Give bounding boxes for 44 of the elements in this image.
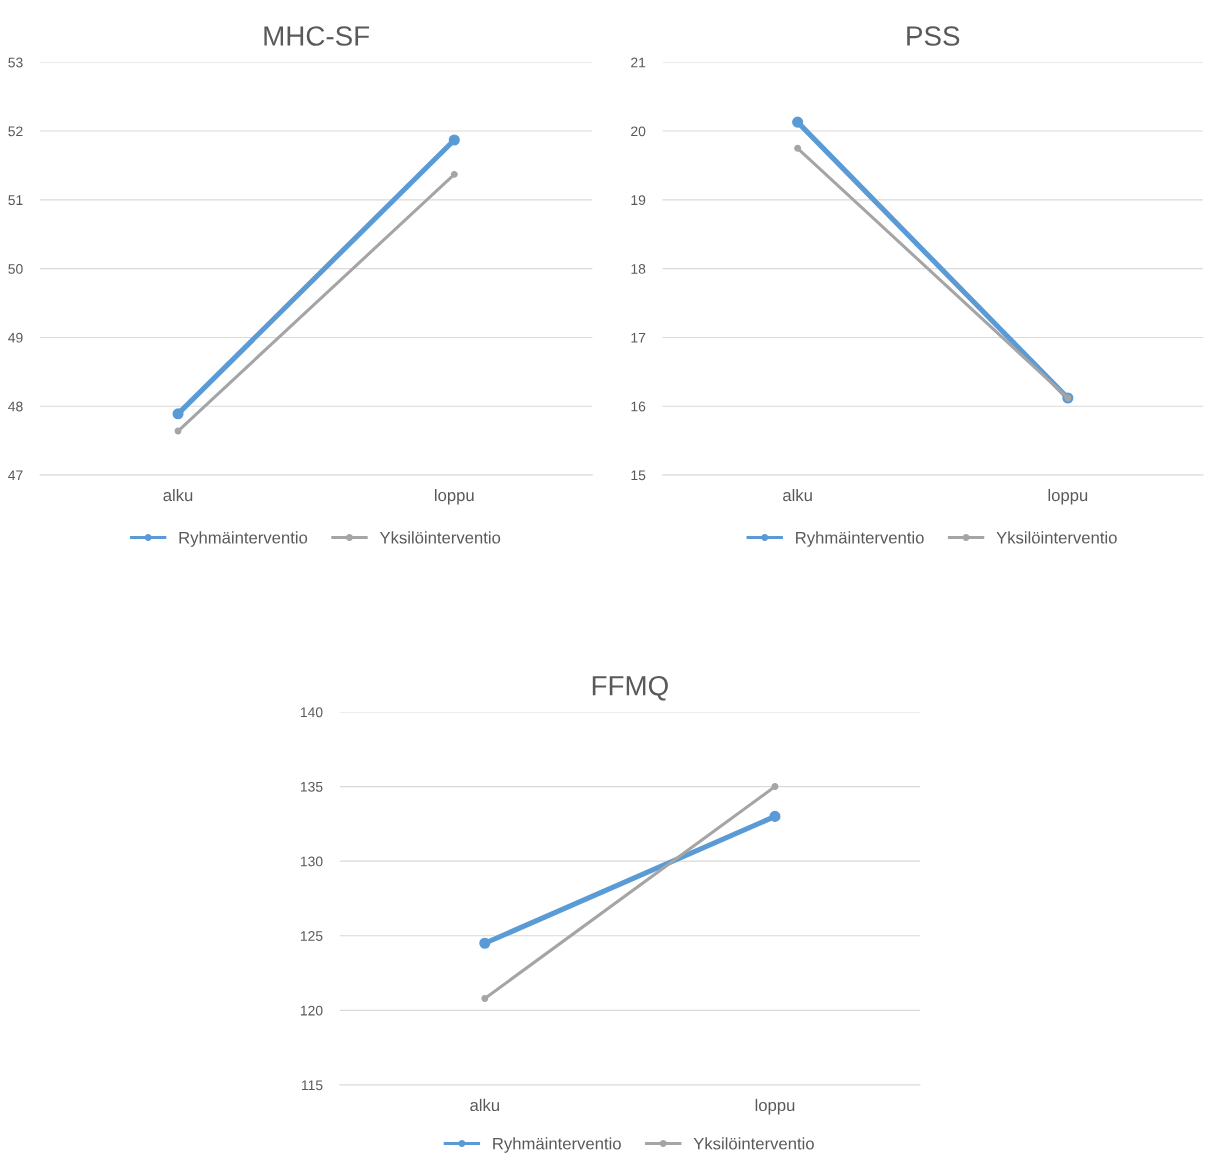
legend-label: Yksilöinterventio	[693, 1137, 814, 1150]
y-tick-label: 140	[300, 707, 323, 718]
chart-title: PSS	[907, 26, 960, 46]
point	[794, 144, 802, 152]
y-tick-label: 47	[8, 470, 23, 481]
point	[771, 783, 779, 791]
point	[450, 170, 458, 178]
x-tick-label: loppu	[755, 1098, 795, 1115]
y-tick-label: 20	[631, 126, 646, 137]
y-tick-label: 19	[631, 195, 646, 206]
x-tick-label: alku	[163, 488, 193, 502]
y-tick-label: 49	[8, 332, 23, 343]
point	[479, 937, 491, 949]
legend-label: Ryhmäinterventio	[179, 531, 308, 547]
point	[481, 994, 489, 1002]
point	[769, 810, 781, 822]
legend-label: Yksilöinterventio	[996, 531, 1117, 544]
y-tick-label: 16	[631, 401, 646, 412]
point	[172, 408, 184, 420]
y-tick-label: 125	[300, 931, 323, 941]
y-tick-label: 51	[8, 195, 23, 206]
y-tick-label: 115	[301, 1080, 323, 1091]
y-tick-label: 135	[300, 781, 323, 792]
y-tick-label: 120	[300, 1005, 323, 1016]
y-tick-label: 15	[631, 470, 646, 481]
chart-title: MHC-SF	[264, 26, 370, 46]
x-tick-label: alku	[783, 488, 812, 502]
legend-label: Ryhmäinterventio	[493, 1137, 621, 1153]
y-tick-label: 50	[8, 263, 23, 274]
y-tick-label: 53	[8, 57, 23, 68]
y-tick-label: 17	[631, 332, 646, 343]
y-tick-label: 130	[300, 856, 323, 867]
y-tick-label: 18	[631, 263, 646, 274]
y-tick-label: 48	[8, 401, 23, 412]
x-tick-label: loppu	[435, 488, 474, 505]
legend-label: Ryhmäinterventio	[796, 531, 924, 547]
point	[792, 116, 804, 128]
legend-label: Yksilöinterventio	[379, 531, 501, 544]
point	[448, 134, 460, 146]
chart-title: FFMQ	[592, 675, 668, 701]
y-tick-label: 52	[8, 126, 23, 137]
y-tick-label: 21	[631, 57, 646, 68]
x-tick-label: loppu	[1048, 488, 1088, 505]
x-tick-label: alku	[470, 1098, 499, 1112]
